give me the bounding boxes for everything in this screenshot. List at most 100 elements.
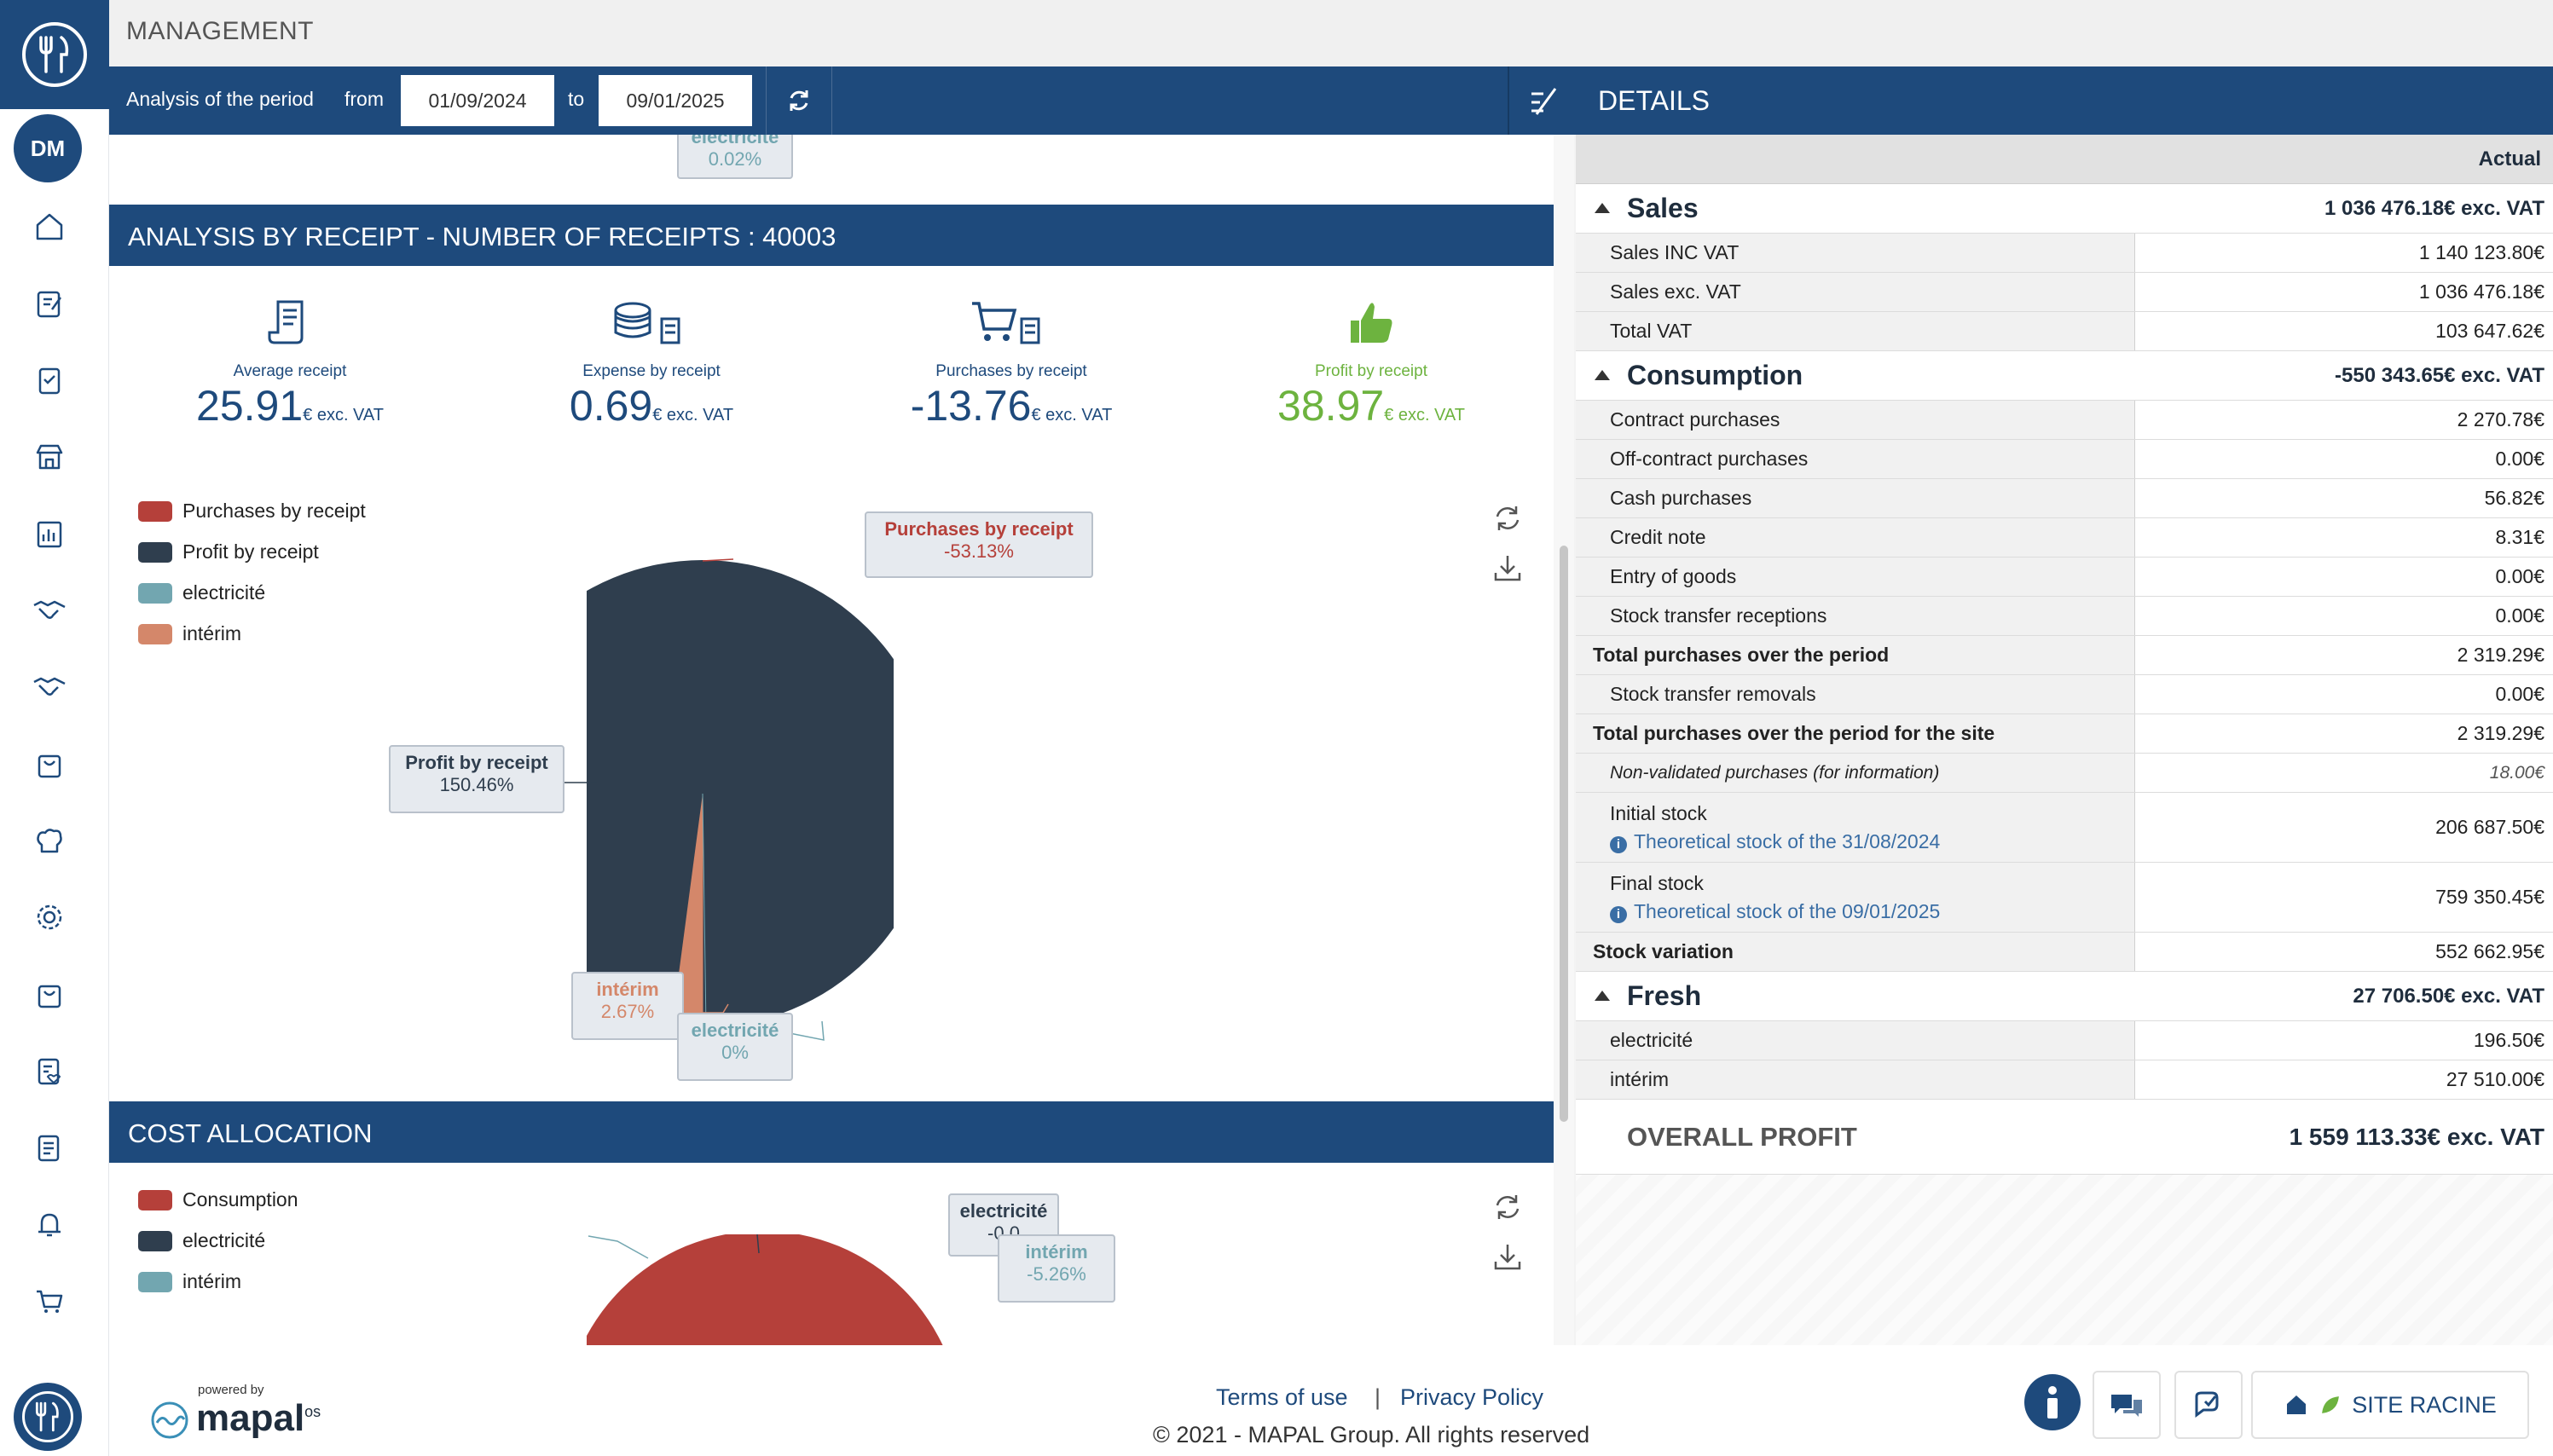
kpi-expense-by-receipt: Expense by receipt 0.69€ exc. VAT: [515, 295, 788, 430]
row-value: 103 647.62€: [2435, 320, 2544, 342]
to-date-input[interactable]: [599, 75, 752, 126]
store-icon[interactable]: [29, 436, 70, 477]
row-label: Final stock: [1610, 871, 1704, 894]
detail-row-stock-variation: Stock variation 552 662.95€: [1576, 933, 2553, 972]
row-value: 0.00€: [2495, 565, 2544, 587]
group-total: 1 036 476.18€ exc. VAT: [2324, 196, 2544, 220]
legend-item-profit[interactable]: Profit by receipt: [138, 540, 319, 563]
privacy-link[interactable]: Privacy Policy: [1400, 1384, 1544, 1410]
chart-reset-button[interactable]: [1489, 500, 1526, 537]
details-table: Actual Sales 1 036 476.18€ exc. VAT Sale…: [1576, 135, 2553, 1175]
kpi-purchases-by-receipt: Purchases by receipt -13.76€ exc. VAT: [875, 295, 1148, 430]
bag-icon[interactable]: [29, 743, 70, 784]
collapse-icon: [1595, 370, 1610, 380]
legend-label: intérim: [182, 1270, 242, 1292]
gear-icon[interactable]: [29, 897, 70, 938]
edit-document-icon[interactable]: [29, 283, 70, 324]
cost-section-title: COST ALLOCATION: [109, 1101, 1554, 1163]
kpi-number: 25.91: [196, 382, 304, 430]
main-scrollbar-thumb[interactable]: [1560, 546, 1568, 1122]
tooltip-value: 2.67%: [600, 1001, 655, 1022]
legend-swatch: [138, 582, 172, 604]
legend-item-interim[interactable]: intérim: [138, 1270, 241, 1293]
bag-icon[interactable]: [29, 974, 70, 1014]
app-logo[interactable]: [0, 0, 109, 109]
detail-row: electricité 196.50€: [1576, 1021, 2553, 1060]
kpi-unit: € exc. VAT: [1384, 406, 1465, 425]
info-button[interactable]: [2024, 1374, 2081, 1430]
collapse-icon: [1595, 203, 1610, 213]
tooltip-value: 0.02%: [708, 148, 762, 170]
home-icon[interactable]: [29, 206, 70, 247]
avatar-initials: DM: [30, 135, 66, 161]
legend-label: electricité: [182, 1229, 266, 1251]
top-header: MANAGEMENT: [109, 0, 2553, 66]
details-title: DETAILS: [1598, 85, 1710, 116]
legend-item-purchases[interactable]: Purchases by receipt: [138, 500, 366, 523]
pie-slice-consumption[interactable]: [587, 1234, 962, 1345]
clipboard-check-icon[interactable]: [29, 360, 70, 401]
row-label: Non-validated purchases (for information…: [1576, 754, 2135, 792]
tooltip-value: 150.46%: [439, 774, 514, 795]
chat-button[interactable]: [2093, 1371, 2161, 1439]
group-consumption[interactable]: Consumption -550 343.65€ exc. VAT: [1576, 351, 2553, 401]
legend-item-electricite[interactable]: electricité: [138, 1229, 265, 1252]
site-name: SITE RACINE: [2352, 1391, 2497, 1418]
handshake-icon[interactable]: [29, 667, 70, 708]
tooltip-label: Purchases by receipt: [884, 518, 1074, 540]
chart-download-button[interactable]: [1489, 1238, 1526, 1275]
cost-pie-chart: [587, 1234, 962, 1345]
info-icon: i: [1610, 835, 1627, 853]
terms-link[interactable]: Terms of use: [1216, 1384, 1348, 1410]
avatar[interactable]: DM: [14, 114, 82, 182]
group-sales[interactable]: Sales 1 036 476.18€ exc. VAT: [1576, 184, 2553, 234]
coins-receipt-icon: [614, 302, 680, 344]
group-fresh[interactable]: Fresh 27 706.50€ exc. VAT: [1576, 972, 2553, 1021]
pie-slice-profit[interactable]: [587, 560, 894, 1027]
legend-item-interim[interactable]: intérim: [138, 622, 241, 645]
kpi-unit: € exc. VAT: [1031, 406, 1113, 425]
row-value: 206 687.50€: [2435, 816, 2544, 838]
invoice-icon[interactable]: [29, 1127, 70, 1168]
cart-icon[interactable]: [29, 1280, 70, 1321]
theoretical-stock-link[interactable]: i Theoretical stock of the 09/01/2025: [1610, 900, 2134, 923]
period-filter-bar: Analysis of the period from to: [109, 66, 1508, 135]
site-selector-button[interactable]: SITE RACINE: [2251, 1371, 2529, 1439]
bell-icon[interactable]: [29, 1204, 70, 1245]
tooltip-value: -5.26%: [1027, 1263, 1086, 1285]
kpi-profit-by-receipt: Profit by receipt 38.97€ exc. VAT: [1235, 295, 1508, 430]
mapal-logo: powered by mapal os: [150, 1383, 321, 1440]
chart-download-button[interactable]: [1489, 549, 1526, 586]
row-label: electricité: [1576, 1021, 2135, 1060]
chef-hat-icon[interactable]: [29, 820, 70, 861]
mapal-wave-icon: [151, 1401, 188, 1439]
row-label: Off-contract purchases: [1576, 440, 2135, 478]
link-text: Theoretical stock of the 31/08/2024: [1634, 829, 1941, 852]
pie-slice-electricite[interactable]: [702, 793, 707, 1028]
row-label: Stock transfer removals: [1576, 675, 2135, 714]
refresh-button[interactable]: [766, 66, 832, 135]
legend-item-electricite[interactable]: electricité: [138, 581, 265, 604]
details-panel: Actual Sales 1 036 476.18€ exc. VAT Sale…: [1576, 135, 2553, 1345]
footer: powered by mapal os Terms of use | Priva…: [109, 1345, 2553, 1456]
row-value: 196.50€: [2473, 1029, 2544, 1051]
bottom-logo[interactable]: [14, 1383, 82, 1451]
chart-reset-button[interactable]: [1489, 1188, 1526, 1226]
kpi-unit: € exc. VAT: [303, 406, 384, 425]
legend-item-consumption[interactable]: Consumption: [138, 1188, 298, 1211]
support-button[interactable]: [2174, 1371, 2243, 1439]
from-date-input[interactable]: [401, 75, 554, 126]
pie-slice-interim[interactable]: [672, 794, 703, 1028]
checklist-heart-icon[interactable]: [29, 1050, 70, 1091]
row-value: 2 270.78€: [2457, 408, 2544, 430]
report-icon[interactable]: [29, 513, 70, 554]
handshake-icon[interactable]: [29, 590, 70, 631]
main-content: electricité 0.02% ANALYSIS BY RECEIPT - …: [109, 135, 1554, 1345]
collapse-details-icon[interactable]: [1525, 82, 1562, 119]
kpi-value: 25.91€ exc. VAT: [153, 381, 426, 430]
detail-row-total-purchases: Total purchases over the period 2 319.29€: [1576, 636, 2553, 675]
refresh-icon: [790, 90, 808, 111]
info-icon: [2047, 1386, 2058, 1418]
page-title: MANAGEMENT: [126, 17, 315, 45]
theoretical-stock-link[interactable]: i Theoretical stock of the 31/08/2024: [1610, 830, 2134, 853]
